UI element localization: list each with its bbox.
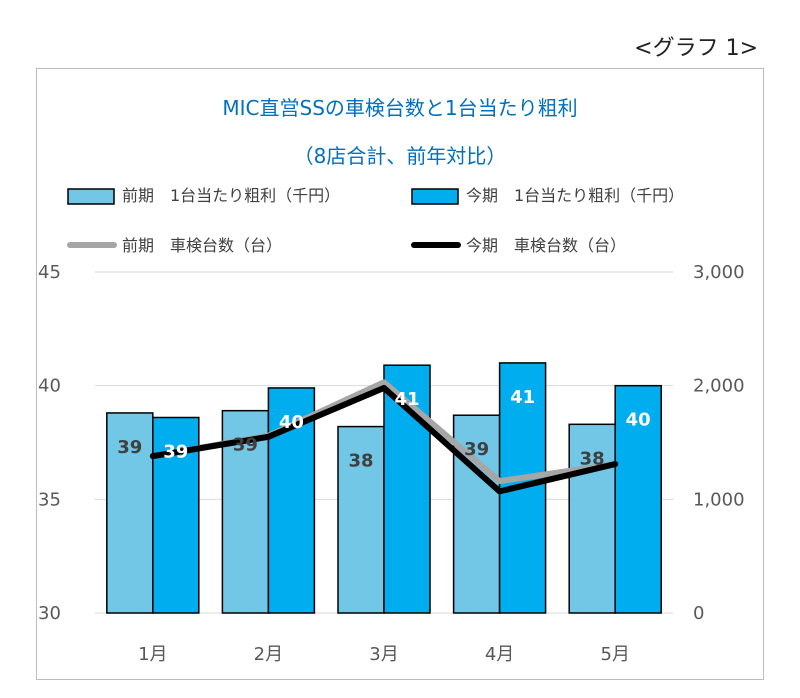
x-axis-tick-label: 1月 — [138, 644, 167, 665]
legend-label-curr-profit: 今期 1台当たり粗利（千円） — [466, 186, 684, 205]
left-axis-tick-label: 45 — [38, 262, 61, 283]
data-label-prev-profit: 38 — [348, 451, 373, 472]
legend-label-curr-count: 今期 車検台数（台） — [466, 236, 626, 255]
data-label-curr-profit: 40 — [626, 410, 651, 431]
data-label-curr-profit: 41 — [394, 389, 419, 410]
legend-swatch-curr-profit — [411, 188, 459, 205]
x-axis-tick-label: 5月 — [600, 644, 629, 665]
right-axis-tick-label: 1,000 — [693, 489, 745, 510]
right-axis-tick-label: 0 — [693, 603, 704, 624]
x-axis-tick-label: 2月 — [254, 644, 283, 665]
data-label-curr-profit: 40 — [279, 412, 304, 433]
right-axis-tick-label: 2,000 — [693, 376, 745, 397]
x-axis-tick-label: 4月 — [485, 644, 514, 665]
data-label-curr-profit: 39 — [163, 441, 188, 462]
x-axis-tick-label: 3月 — [369, 644, 398, 665]
left-axis-ticks: 30 35 40 45 — [38, 262, 61, 624]
legend: 前期 1台当たり粗利（千円） 今期 1台当たり粗利（千円） 前期 車検台数（台）… — [67, 186, 684, 255]
left-axis-tick-label: 40 — [38, 376, 61, 397]
left-axis-tick-label: 35 — [38, 489, 61, 510]
chart-title: MIC直営SSの車検台数と1台当たり粗利 — [222, 96, 577, 120]
data-label-prev-profit: 39 — [233, 435, 258, 456]
bar-prev-profit — [221, 409, 270, 614]
bar-curr-profit — [614, 384, 662, 614]
left-axis-tick-label: 30 — [38, 603, 61, 624]
lines — [149, 379, 619, 495]
data-label-prev-profit: 39 — [117, 437, 142, 458]
data-label-prev-profit: 38 — [580, 448, 605, 469]
data-label-prev-profit: 39 — [464, 439, 489, 460]
line-curr-count — [149, 384, 619, 495]
bar-data-labels: 39 39 39 40 38 41 39 41 38 40 — [117, 387, 650, 472]
right-axis-tick-label: 3,000 — [693, 262, 745, 283]
legend-swatch-prev-profit — [67, 188, 115, 205]
right-axis-ticks: 0 1,000 2,000 3,000 — [693, 262, 745, 624]
chart-frame — [36, 68, 764, 680]
bar-prev-profit — [337, 425, 385, 614]
x-axis-ticks: 1月 2月 3月 4月 5月 — [138, 644, 630, 665]
figure-caption: <グラフ 1> — [634, 36, 758, 61]
legend-label-prev-profit: 前期 1台当たり粗利（千円） — [122, 186, 340, 205]
chart-subtitle: （8店合計、前年対比） — [294, 144, 507, 168]
bars — [106, 362, 662, 614]
bar-prev-profit — [568, 423, 616, 614]
data-label-curr-profit: 41 — [510, 387, 535, 408]
legend-label-prev-count: 前期 車検台数（台） — [122, 236, 282, 255]
